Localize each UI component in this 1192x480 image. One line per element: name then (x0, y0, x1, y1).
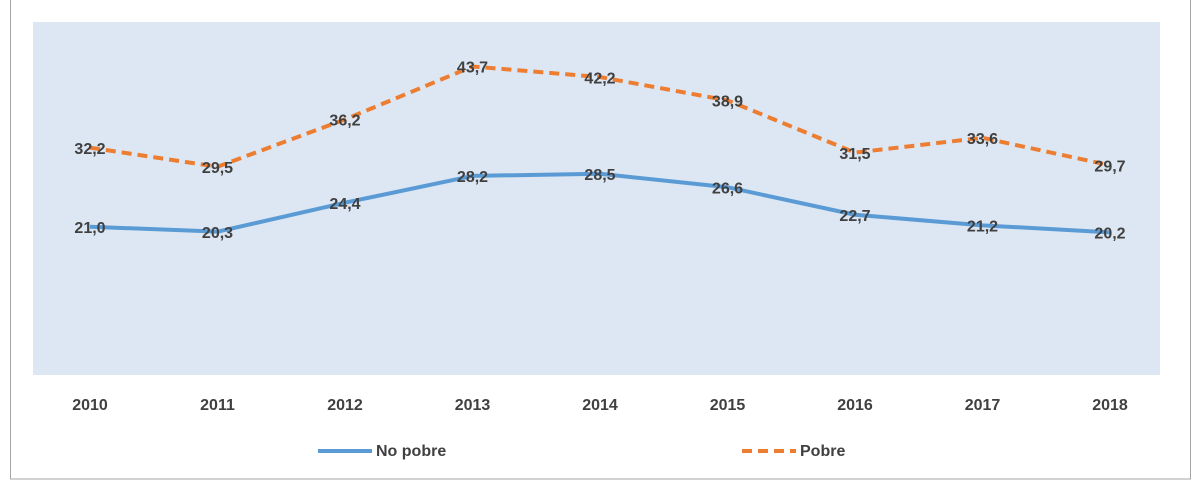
data-label: 20,2 (1094, 226, 1125, 243)
x-tick-label: 2013 (455, 397, 491, 414)
data-label: 24,4 (329, 196, 360, 213)
plot-area (33, 22, 1160, 375)
data-label: 22,7 (839, 208, 870, 225)
data-label: 33,6 (967, 131, 998, 148)
x-tick-label: 2012 (327, 397, 363, 414)
data-label: 36,2 (329, 113, 360, 130)
data-label: 26,6 (712, 180, 743, 197)
legend-label: No pobre (376, 443, 446, 460)
data-label: 38,9 (712, 94, 743, 111)
series-line (89, 171, 1111, 235)
series-line (89, 64, 1111, 169)
x-tick-label: 2017 (965, 397, 1001, 414)
x-tick-label: 2011 (200, 397, 235, 414)
data-label: 20,3 (202, 225, 233, 242)
data-label: 28,5 (584, 167, 615, 184)
data-label: 42,2 (584, 70, 615, 87)
data-label: 31,5 (839, 146, 870, 163)
x-tick-label: 2018 (1092, 397, 1128, 414)
x-tick-label: 2010 (72, 397, 108, 414)
legend-label: Pobre (800, 443, 845, 460)
data-label: 28,2 (457, 169, 488, 186)
data-label: 43,7 (457, 60, 488, 77)
x-tick-label: 2016 (837, 397, 873, 414)
x-tick-label: 2015 (710, 397, 746, 414)
x-tick-label: 2014 (582, 397, 618, 414)
data-label: 29,7 (1094, 159, 1125, 176)
data-label: 21,2 (967, 219, 998, 236)
data-label: 29,5 (202, 160, 233, 177)
data-label: 21,0 (74, 220, 105, 237)
data-label: 32,2 (74, 141, 105, 158)
